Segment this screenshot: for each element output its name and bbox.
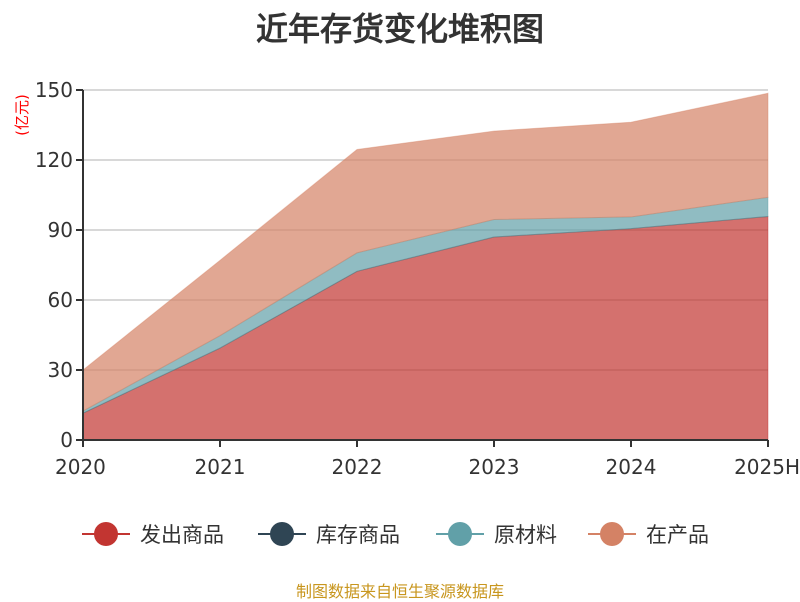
legend-label: 原材料 xyxy=(494,523,557,547)
legend-label: 库存商品 xyxy=(316,523,400,547)
legend-marker xyxy=(270,522,294,546)
x-tick-label: 2021 xyxy=(195,455,246,479)
y-tick-label: 30 xyxy=(48,358,73,382)
y-tick-label: 0 xyxy=(60,428,73,452)
x-tick-label: 2022 xyxy=(332,455,383,479)
x-tick-label: 2024 xyxy=(606,455,657,479)
x-tick-label: 2020 xyxy=(55,455,106,479)
area-2 xyxy=(82,196,769,414)
legend-label: 在产品 xyxy=(646,523,709,547)
area-1 xyxy=(82,215,769,414)
legend-marker xyxy=(94,522,118,546)
legend-label: 发出商品 xyxy=(140,523,224,547)
legend-marker xyxy=(600,522,624,546)
chart-title: 近年存货变化堆积图 xyxy=(255,10,544,48)
y-tick-label: 60 xyxy=(48,288,73,312)
x-tick-label: 2023 xyxy=(469,455,520,479)
source-note: 制图数据来自恒生聚源数据库 xyxy=(295,582,504,601)
y-tick-label: 90 xyxy=(48,218,73,242)
x-tick-label: 2025H xyxy=(734,455,800,479)
legend-marker xyxy=(448,522,472,546)
area-3 xyxy=(82,92,769,412)
y-tick-label: 150 xyxy=(35,78,73,102)
y-axis-label: (亿元) xyxy=(13,94,31,136)
y-tick-label: 120 xyxy=(35,148,73,172)
